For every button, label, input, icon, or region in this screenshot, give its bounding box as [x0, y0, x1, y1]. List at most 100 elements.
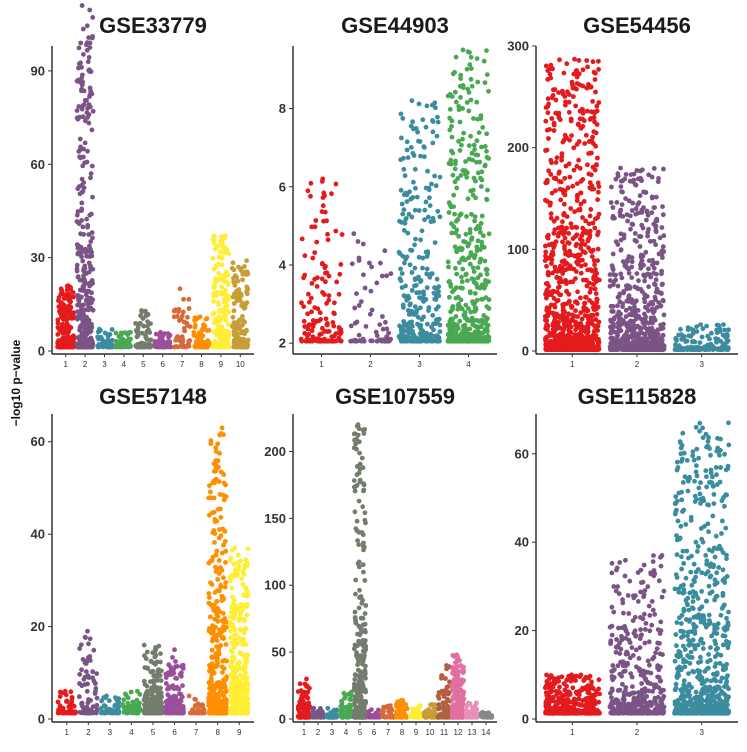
- data-point: [446, 260, 451, 265]
- data-point: [549, 211, 554, 216]
- data-point: [632, 323, 637, 328]
- data-point: [447, 331, 452, 336]
- data-point: [173, 338, 178, 343]
- data-point: [223, 288, 228, 293]
- data-point: [434, 292, 439, 297]
- data-point: [485, 188, 490, 193]
- data-point: [361, 337, 366, 342]
- data-point: [691, 328, 696, 333]
- data-point: [572, 168, 577, 173]
- data-point: [173, 694, 178, 699]
- data-point: [431, 321, 436, 326]
- data-point: [577, 139, 582, 144]
- data-point: [168, 333, 173, 338]
- data-point: [544, 322, 549, 327]
- data-point: [577, 71, 582, 76]
- data-point: [90, 711, 95, 716]
- data-point: [675, 347, 680, 352]
- data-point: [464, 214, 469, 219]
- data-point: [312, 250, 317, 255]
- data-point: [648, 300, 653, 305]
- data-point: [173, 676, 178, 681]
- data-point: [185, 315, 190, 320]
- data-point: [449, 221, 454, 226]
- data-point: [556, 111, 561, 116]
- data-point: [586, 329, 591, 334]
- x-tick-label: 8: [199, 360, 204, 369]
- data-point: [430, 313, 435, 318]
- data-point: [417, 295, 422, 300]
- data-point: [459, 275, 464, 280]
- data-point: [244, 328, 249, 333]
- data-point: [550, 249, 555, 254]
- data-point: [89, 171, 94, 176]
- data-point: [469, 66, 474, 71]
- data-point: [545, 281, 550, 286]
- points-group: [55, 3, 250, 349]
- data-point: [588, 317, 593, 322]
- data-point: [473, 291, 478, 296]
- data-point: [584, 133, 589, 138]
- y-tick-label: 4: [279, 257, 287, 272]
- data-point: [420, 228, 425, 233]
- data-point: [568, 206, 573, 211]
- data-point: [419, 330, 424, 335]
- data-point: [579, 202, 584, 207]
- data-point: [436, 120, 441, 125]
- data-point: [87, 104, 92, 109]
- data-point: [182, 326, 187, 331]
- data-point: [177, 687, 182, 692]
- data-point: [139, 341, 144, 346]
- data-point: [420, 117, 425, 122]
- data-point: [567, 241, 572, 246]
- data-point: [569, 221, 574, 226]
- data-point: [485, 328, 490, 333]
- data-point: [406, 308, 411, 313]
- data-point: [84, 292, 89, 297]
- data-point: [79, 65, 84, 70]
- data-point: [408, 248, 413, 253]
- data-point: [596, 247, 601, 252]
- data-point: [563, 262, 568, 267]
- data-point: [408, 262, 413, 267]
- data-point: [306, 332, 311, 337]
- data-point: [88, 86, 93, 91]
- data-point: [429, 182, 434, 187]
- data-point: [164, 681, 169, 686]
- data-point: [87, 55, 92, 60]
- data-point: [215, 244, 220, 249]
- data-point: [480, 214, 485, 219]
- data-point: [145, 319, 150, 324]
- data-point: [611, 252, 616, 257]
- x-tick-label: 6: [172, 728, 177, 737]
- data-point: [641, 320, 646, 325]
- data-point: [68, 689, 73, 694]
- data-point: [623, 196, 628, 201]
- data-point: [698, 322, 703, 327]
- data-point: [145, 689, 150, 694]
- data-point: [148, 669, 153, 674]
- data-point: [597, 184, 602, 189]
- data-point: [82, 266, 87, 271]
- data-point: [583, 313, 588, 318]
- data-point: [584, 231, 589, 236]
- data-point: [480, 297, 485, 302]
- data-point: [597, 320, 602, 325]
- data-point: [361, 242, 366, 247]
- data-point: [579, 271, 584, 276]
- data-point: [620, 275, 625, 280]
- data-point: [721, 322, 726, 327]
- data-point: [473, 324, 478, 329]
- data-point: [325, 232, 330, 237]
- data-point: [78, 310, 83, 315]
- data-point: [145, 684, 150, 689]
- data-point: [400, 202, 405, 207]
- data-point: [403, 173, 408, 178]
- data-point: [657, 252, 662, 257]
- data-point: [487, 297, 492, 302]
- data-point: [77, 672, 82, 677]
- data-point: [404, 298, 409, 303]
- data-point: [433, 240, 438, 245]
- data-point: [648, 275, 653, 280]
- data-point: [658, 323, 663, 328]
